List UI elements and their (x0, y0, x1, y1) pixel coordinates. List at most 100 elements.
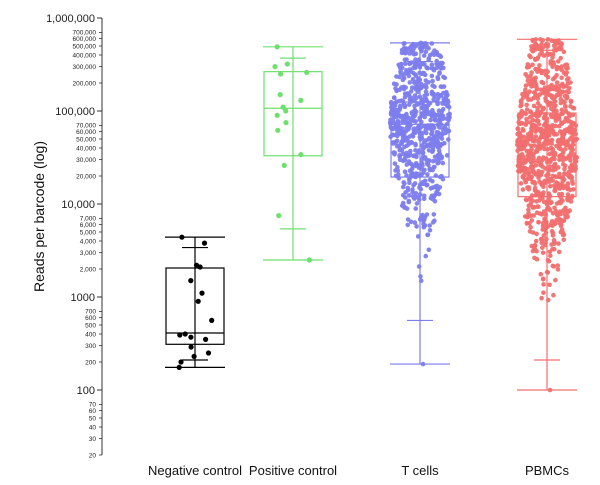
data-point (413, 73, 419, 79)
data-point (284, 61, 290, 67)
data-point (392, 161, 398, 166)
data-point (409, 166, 415, 171)
data-point (392, 95, 397, 101)
data-point (529, 151, 534, 156)
data-point (556, 249, 562, 255)
data-point (404, 57, 409, 62)
data-point (554, 212, 560, 218)
data-point (536, 220, 541, 225)
data-point (550, 146, 555, 152)
data-point (523, 83, 529, 88)
data-point (426, 80, 431, 85)
data-point (400, 151, 406, 157)
data-point (515, 148, 520, 153)
data-point (399, 147, 405, 153)
data-point (551, 183, 557, 188)
data-point (543, 179, 548, 185)
data-point (397, 154, 403, 159)
data-point (396, 119, 401, 125)
data-point (529, 70, 534, 75)
data-point (541, 141, 547, 146)
data-point (272, 64, 278, 70)
data-point (559, 107, 565, 113)
data-point (572, 127, 578, 133)
data-point (396, 62, 402, 68)
data-point (274, 112, 280, 118)
data-point (431, 97, 436, 102)
data-point (547, 164, 552, 169)
data-point (550, 55, 555, 60)
data-point (433, 185, 438, 190)
data-point (395, 165, 400, 170)
data-point (434, 61, 439, 67)
data-point (426, 247, 432, 253)
y-tick-label: 500 (85, 322, 96, 329)
data-point (401, 73, 406, 79)
data-point (568, 173, 573, 178)
data-point (418, 186, 424, 192)
data-point (433, 117, 438, 123)
data-point (443, 97, 449, 103)
data-point (412, 220, 418, 225)
data-point (570, 142, 576, 148)
data-point (567, 153, 572, 158)
data-point (557, 186, 562, 191)
data-point (574, 155, 579, 160)
data-point (529, 243, 535, 249)
x-category-label: PBMCs (525, 463, 570, 478)
data-point (431, 212, 437, 217)
data-point (420, 179, 426, 185)
data-point (306, 257, 312, 263)
data-point (544, 156, 549, 162)
data-point (410, 172, 415, 177)
data-point (525, 140, 530, 146)
data-point (545, 37, 551, 42)
data-point (530, 62, 535, 68)
data-point (397, 74, 402, 80)
data-point (413, 57, 418, 62)
data-point (408, 89, 414, 94)
data-point (195, 298, 201, 304)
y-tick-label: 200 (85, 359, 96, 366)
data-point (400, 138, 405, 144)
data-point (550, 230, 556, 236)
data-point (562, 166, 567, 172)
data-point (437, 185, 443, 190)
data-point (398, 114, 403, 119)
data-point (546, 297, 551, 303)
data-point (526, 97, 531, 102)
data-point (411, 42, 417, 47)
data-point (422, 167, 427, 173)
data-point (531, 136, 536, 142)
data-point (406, 159, 412, 164)
data-point (535, 96, 541, 101)
data-point (431, 111, 437, 117)
data-point (275, 127, 281, 133)
data-point (550, 76, 556, 82)
data-point (573, 159, 579, 164)
data-point (427, 223, 433, 228)
data-point (532, 179, 537, 185)
y-tick-label: 300 (85, 343, 96, 350)
data-point (529, 155, 534, 160)
data-point (423, 89, 429, 94)
y-tick-label: 1,000,000 (46, 13, 95, 25)
data-point (561, 183, 566, 188)
data-point (437, 61, 443, 66)
data-point (548, 183, 553, 189)
data-point (419, 111, 425, 117)
data-point (400, 119, 406, 125)
y-tick-label: 400,000 (73, 52, 97, 59)
data-point (535, 118, 541, 124)
data-point (522, 165, 528, 171)
data-point (532, 90, 538, 95)
data-point (524, 220, 530, 226)
data-point (410, 134, 416, 139)
data-point (549, 242, 554, 247)
x-category-label: Negative control (148, 463, 242, 478)
data-point (417, 134, 423, 140)
data-point (392, 152, 397, 157)
data-point (539, 240, 544, 246)
data-point (522, 90, 528, 96)
data-point (281, 162, 287, 168)
